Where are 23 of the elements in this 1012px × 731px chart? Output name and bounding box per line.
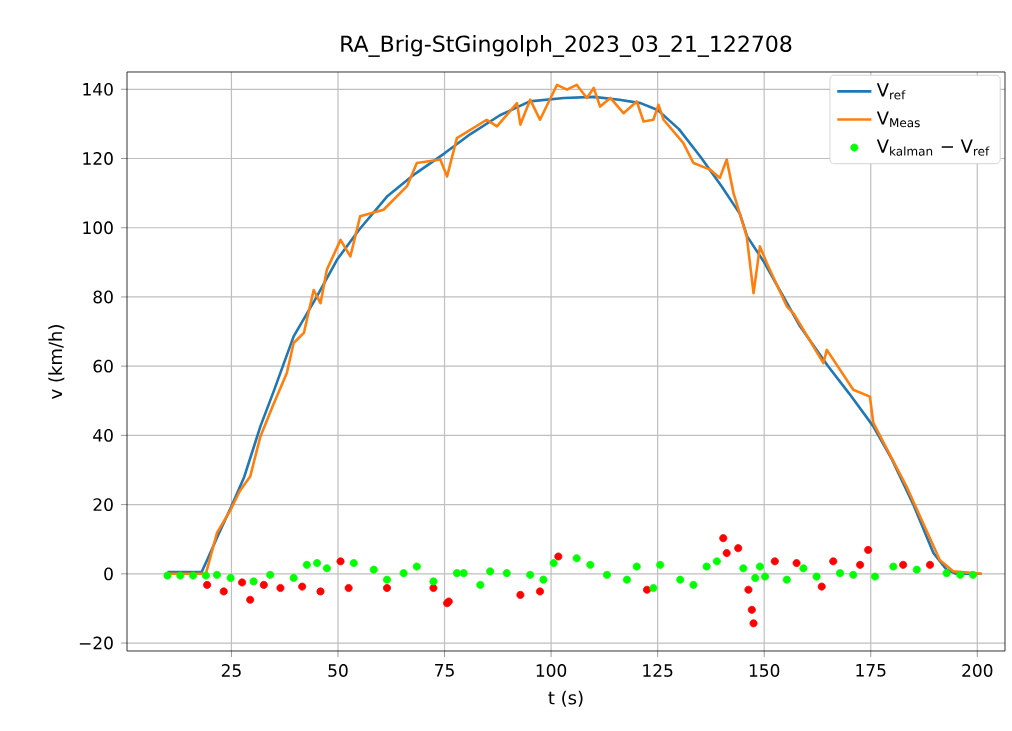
y-tick-label: 80 (93, 290, 113, 304)
x-tick-label: 150 (749, 664, 780, 677)
y-tick-label: −20 (79, 636, 113, 650)
x-axis-title: t (s) (548, 690, 583, 707)
y-tick-label: 140 (83, 82, 113, 96)
legend-label: V$_{kalman}$ − V$_{ref}$ (876, 139, 990, 156)
y-tick-label: 20 (93, 498, 113, 512)
legend-label: V$_{Meas}$ (876, 111, 920, 128)
x-tick-label: 200 (962, 664, 993, 677)
y-tick-label: 40 (93, 428, 113, 442)
legend-label: V$_{ref}$ (876, 83, 906, 100)
y-tick-label: 60 (93, 359, 113, 373)
x-tick-label: 75 (435, 664, 454, 677)
y-tick-label: 0 (104, 567, 113, 581)
x-tick-label: 125 (643, 664, 673, 677)
x-tick-label: 25 (221, 664, 241, 677)
y-tick-label: 100 (83, 221, 113, 235)
x-tick-label: 100 (536, 664, 567, 677)
y-axis-title: v (km/h) (48, 325, 65, 399)
y-tick-label: 120 (83, 152, 113, 165)
chart-title: RA_Brig-StGingolph_2023_03_21_122708 (341, 35, 792, 57)
x-tick-label: 175 (856, 664, 886, 677)
x-tick-label: 50 (328, 664, 348, 677)
